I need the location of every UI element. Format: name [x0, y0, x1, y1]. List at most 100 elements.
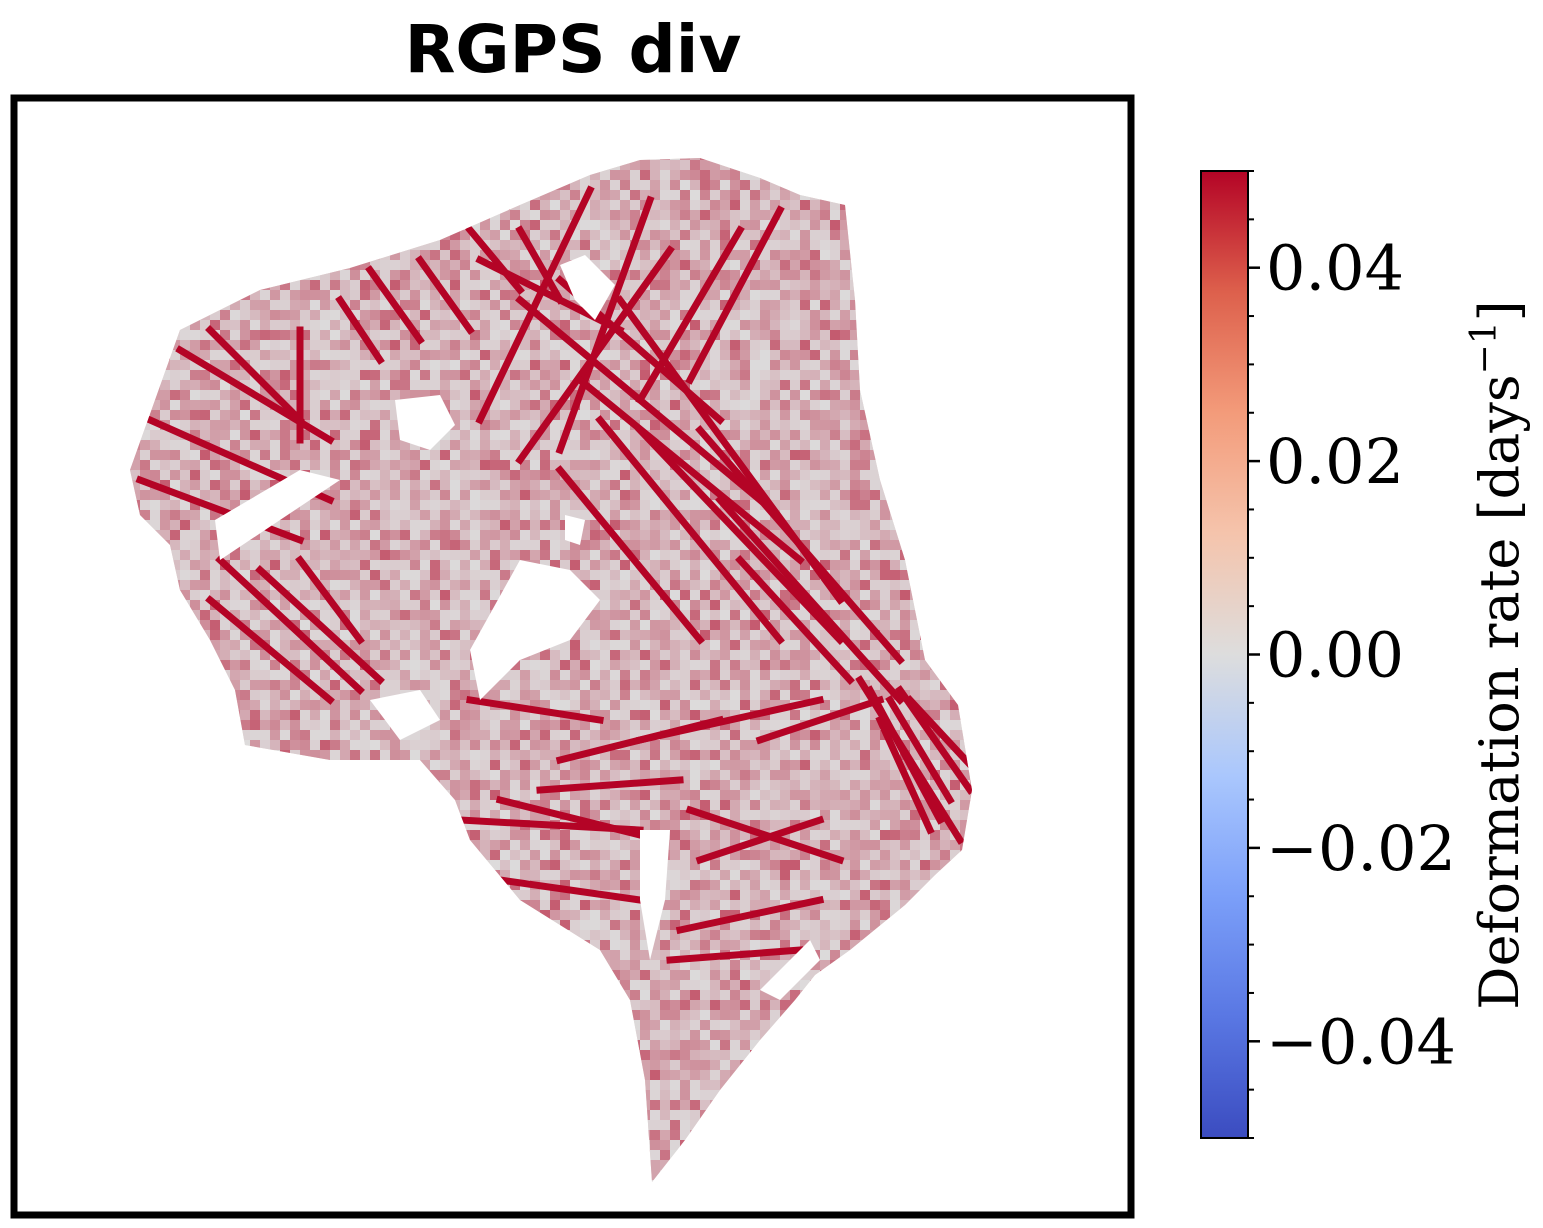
field-cell	[470, 580, 480, 590]
field-cell	[820, 210, 830, 220]
field-cell	[360, 410, 370, 420]
field-cell	[660, 220, 670, 230]
field-cell	[820, 310, 830, 320]
field-cell	[400, 500, 410, 510]
field-cell	[390, 270, 400, 280]
field-cell	[820, 380, 830, 390]
field-cell	[470, 500, 480, 510]
field-cell	[830, 460, 840, 470]
field-cell	[510, 450, 520, 460]
field-cell	[780, 210, 790, 220]
field-cell	[520, 660, 530, 670]
field-cell	[590, 650, 600, 660]
field-cell	[740, 450, 750, 460]
field-cell	[650, 590, 660, 600]
field-cell	[210, 640, 220, 650]
field-cell	[250, 690, 260, 700]
field-cell	[260, 450, 270, 460]
field-cell	[710, 210, 720, 220]
field-cell	[310, 450, 320, 460]
field-cell	[180, 570, 190, 580]
field-cell	[370, 320, 380, 330]
field-cell	[500, 550, 510, 560]
field-cell	[580, 480, 590, 490]
field-cell	[830, 640, 840, 650]
field-cell	[510, 210, 520, 220]
field-cell	[530, 540, 540, 550]
field-cell	[440, 530, 450, 540]
field-cell	[460, 670, 470, 680]
field-cell	[670, 260, 680, 270]
field-cell	[800, 340, 810, 350]
field-cell	[250, 350, 260, 360]
field-cell	[530, 220, 540, 230]
field-cell	[350, 290, 360, 300]
field-cell	[210, 350, 220, 360]
field-cell	[320, 580, 330, 590]
field-cell	[490, 480, 500, 490]
field-cell	[900, 670, 910, 680]
field-cell	[490, 270, 500, 280]
field-cell	[730, 650, 740, 660]
field-cell	[210, 480, 220, 490]
field-cell	[450, 560, 460, 570]
field-cell	[870, 600, 880, 610]
field-cell	[840, 540, 850, 550]
field-cell	[360, 690, 370, 700]
field-cell	[920, 670, 930, 680]
field-cell	[430, 350, 440, 360]
field-cell	[700, 420, 710, 430]
field-cell	[870, 680, 880, 690]
field-cell	[640, 260, 650, 270]
field-cell	[240, 410, 250, 420]
field-cell	[480, 430, 490, 440]
field-cell	[390, 500, 400, 510]
field-cell	[670, 590, 680, 600]
field-cell	[340, 390, 350, 400]
field-cell	[610, 650, 620, 660]
field-cell	[840, 500, 850, 510]
field-cell	[660, 670, 670, 680]
field-cell	[650, 670, 660, 680]
field-cell	[790, 400, 800, 410]
field-cell	[190, 390, 200, 400]
field-cell	[390, 340, 400, 350]
field-cell	[680, 280, 690, 290]
field-cell	[380, 650, 390, 660]
field-cell	[540, 550, 550, 560]
field-cell	[630, 260, 640, 270]
field-cell	[440, 670, 450, 680]
field-cell	[880, 520, 890, 530]
field-cell	[730, 620, 740, 630]
field-cell	[530, 230, 540, 240]
field-cell	[430, 250, 440, 260]
field-cell	[640, 670, 650, 680]
field-cell	[850, 530, 860, 540]
field-cell	[540, 340, 550, 350]
field-cell	[420, 310, 430, 320]
field-cell	[280, 680, 290, 690]
field-cell	[420, 650, 430, 660]
field-cell	[470, 470, 480, 480]
field-cell	[700, 590, 710, 600]
field-cell	[590, 230, 600, 240]
field-cell	[330, 320, 340, 330]
field-cell	[710, 570, 720, 580]
field-cell	[380, 320, 390, 330]
field-cell	[840, 330, 850, 340]
field-cell	[850, 620, 860, 630]
field-cell	[780, 370, 790, 380]
field-cell	[870, 640, 880, 650]
field-cell	[220, 360, 230, 370]
field-cell	[720, 660, 730, 670]
field-cell	[560, 660, 570, 670]
field-cell	[810, 310, 820, 320]
field-cell	[350, 310, 360, 320]
field-cell	[300, 450, 310, 460]
field-cell	[360, 310, 370, 320]
field-cell	[350, 270, 360, 280]
field-cell	[470, 220, 480, 230]
field-cell	[200, 370, 210, 380]
field-cell	[850, 440, 860, 450]
field-cell	[550, 540, 560, 550]
